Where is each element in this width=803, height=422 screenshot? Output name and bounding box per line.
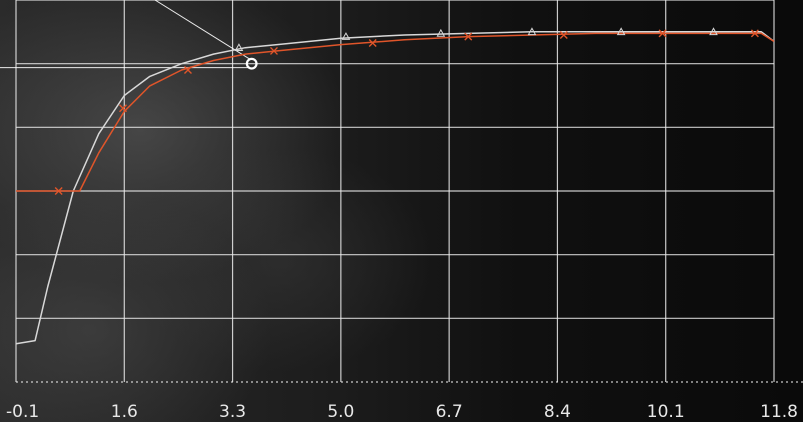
x-tick-label-5: 8.4	[544, 402, 571, 422]
series-1-marker-2	[183, 66, 192, 75]
series-1-marker-0	[54, 187, 63, 195]
series-1-marker-7	[658, 29, 667, 38]
callout-lines	[0, 0, 251, 69]
series-1-marker-5	[464, 32, 473, 41]
x-tick-label-0: -0.1	[6, 402, 39, 422]
series-layer	[15, 31, 775, 345]
grid	[15, 0, 803, 383]
markers-layer	[54, 27, 759, 195]
series-0-marker-5	[709, 27, 718, 36]
series-1-marker-8	[750, 29, 759, 38]
series-0-marker-0	[234, 43, 244, 52]
x-tick-label-1: 1.6	[111, 402, 138, 422]
x-tick-label-7: 11.8	[760, 402, 798, 422]
series-0-marker-1	[341, 32, 351, 40]
series-1-marker-6	[559, 31, 568, 40]
series-1-marker-1	[119, 104, 128, 113]
series-1-marker-4	[368, 38, 377, 47]
x-axis-ticks: -0.1 1.6 3.3 5.0 6.7 8.4 10.1 11.8	[6, 402, 798, 422]
x-tick-label-2: 3.3	[219, 402, 246, 422]
series-0-marker-3	[527, 27, 537, 36]
x-tick-label-3: 5.0	[327, 402, 354, 422]
x-tick-label-4: 6.7	[436, 402, 463, 422]
annotation-circle-0	[245, 57, 258, 70]
series-0-line	[15, 31, 775, 345]
series-1-line	[16, 32, 775, 192]
series-1-marker-3	[269, 46, 278, 55]
series-0-marker-4	[616, 27, 626, 36]
series-0-marker-2	[436, 28, 446, 37]
x-tick-label-6: 10.1	[647, 402, 685, 422]
annotation-layer	[245, 57, 258, 70]
